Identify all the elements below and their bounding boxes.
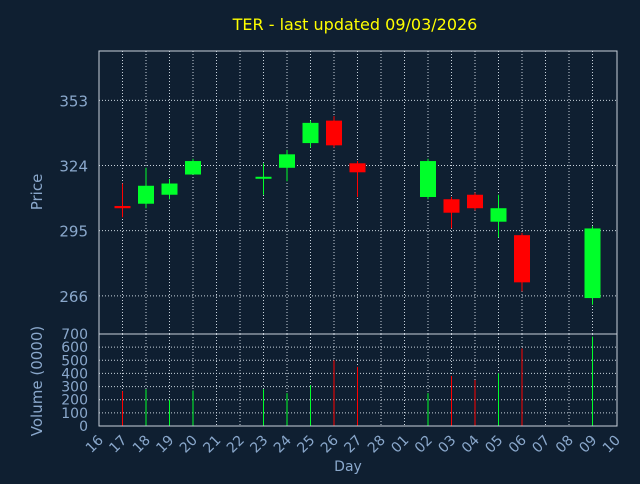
volume-tick-label: 700	[61, 327, 88, 343]
x-tick-label: 22	[224, 433, 248, 457]
x-tick-label: 01	[388, 433, 412, 457]
candle-body	[443, 199, 460, 213]
candle-body	[114, 205, 131, 209]
x-tick-label: 26	[318, 432, 342, 456]
x-tick-label: 25	[294, 433, 318, 457]
price-axis-ticks: 266 295 324 353	[59, 92, 88, 305]
price-axis-label: Price	[28, 174, 46, 211]
x-tick-label: 19	[153, 433, 177, 457]
volume-tick-label: 0	[79, 419, 88, 435]
price-tick-label: 324	[59, 158, 88, 176]
x-tick-label: 05	[482, 433, 506, 457]
candle-body	[584, 228, 601, 299]
candle-body	[420, 161, 436, 197]
volume-tick-label: 600	[61, 340, 88, 356]
x-tick-label: 06	[506, 432, 530, 456]
candle-body	[279, 154, 295, 168]
x-tick-label: 28	[365, 433, 389, 457]
x-axis-ticks: 16 17 18 19 20 21 22 23 24 25 26 27 28 01 02 03 04 05 06 07…	[83, 432, 624, 456]
candle-body	[302, 122, 319, 144]
x-tick-label: 10	[600, 433, 624, 457]
price-tick-label: 266	[59, 288, 88, 306]
x-tick-label: 21	[200, 433, 224, 457]
candle-body	[514, 235, 530, 283]
candle-body	[349, 163, 366, 173]
x-tick-label: 08	[553, 433, 577, 457]
candle-body	[161, 183, 178, 195]
x-tick-label: 16	[83, 432, 107, 456]
volume-tick-label: 400	[61, 366, 88, 382]
volume-panel-frame	[98, 333, 618, 427]
x-tick-label: 24	[271, 432, 295, 456]
price-tick-label: 295	[59, 223, 88, 241]
x-tick-label: 04	[459, 432, 483, 456]
x-tick-label: 18	[130, 433, 154, 457]
volume-bars	[122, 336, 593, 426]
candle-body	[138, 185, 154, 204]
x-axis-label: Day	[334, 459, 362, 475]
candle-body	[467, 194, 483, 209]
volume-tick-label: 100	[61, 406, 88, 422]
x-tick-label: 03	[435, 433, 459, 457]
chart-title: TER - last updated 09/03/2026	[232, 15, 478, 34]
volume-tick-label: 500	[61, 353, 88, 369]
candle-body	[255, 176, 272, 179]
volume-tick-label: 300	[61, 380, 88, 396]
price-candles	[114, 116, 601, 305]
candle-body	[326, 120, 342, 146]
x-tick-label: 23	[247, 433, 271, 457]
x-tick-label: 20	[177, 433, 201, 457]
price-panel: 266 295 324 353 Price	[28, 50, 618, 335]
volume-tick-label: 200	[61, 393, 88, 409]
candle-body	[490, 208, 507, 222]
x-tick-label: 09	[576, 433, 600, 457]
x-tick-label: 07	[529, 433, 553, 457]
x-tick-label: 02	[412, 433, 436, 457]
x-tick-label: 27	[341, 433, 365, 457]
price-tick-label: 353	[59, 92, 88, 110]
x-tick-label: 17	[106, 433, 130, 457]
volume-axis-label: Volume (0000)	[28, 326, 46, 436]
candle-body	[185, 161, 201, 175]
